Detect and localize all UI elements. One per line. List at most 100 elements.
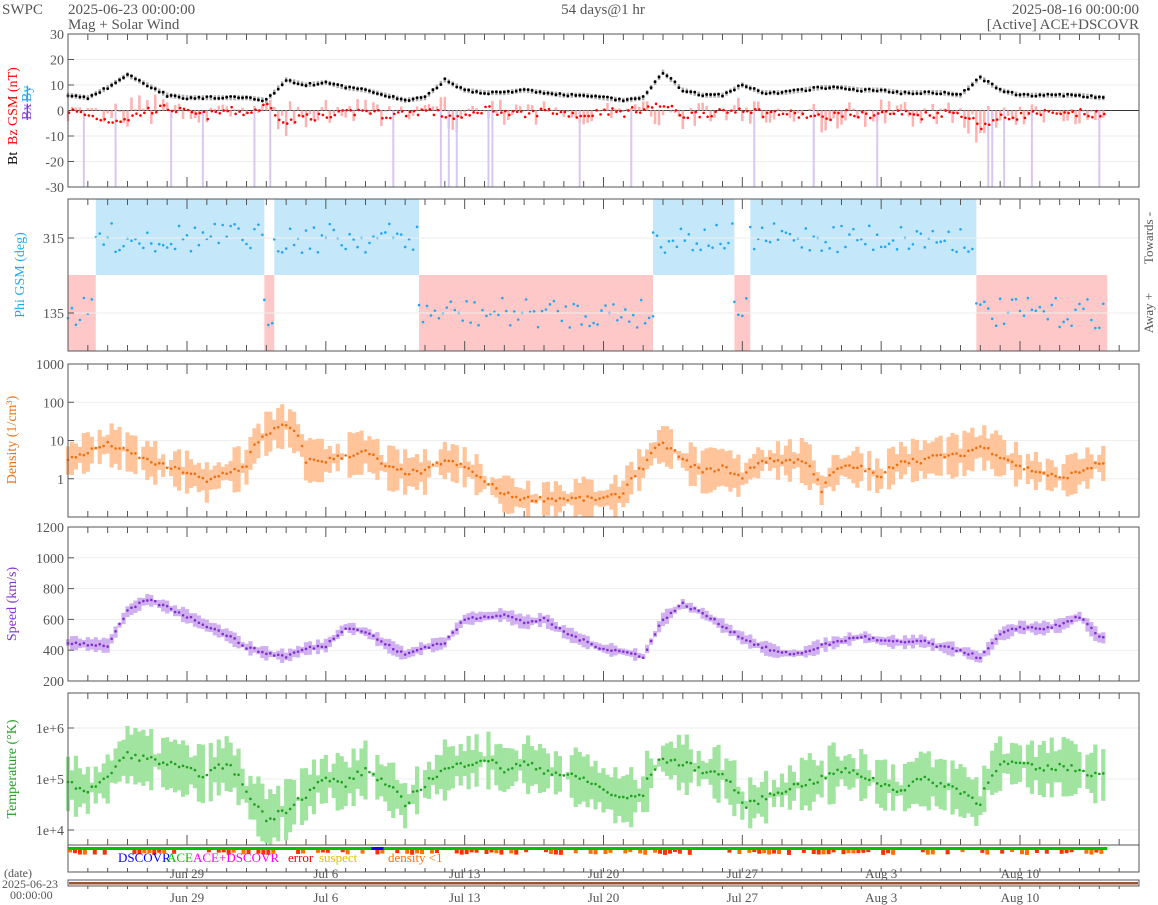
speed-point	[455, 628, 459, 631]
temperature-point	[86, 790, 90, 794]
speed-point	[399, 650, 403, 653]
bt-point	[316, 82, 320, 86]
phi-point	[1078, 302, 1081, 306]
temperature-point	[1078, 768, 1081, 772]
bt-point	[391, 95, 395, 98]
bz-point	[190, 110, 194, 114]
bt-point	[606, 95, 609, 99]
speed-point	[641, 656, 645, 660]
bz-point	[1063, 111, 1066, 114]
speed-point	[629, 652, 633, 655]
bt-point	[891, 91, 895, 94]
bz-point	[845, 108, 848, 112]
bz-point	[539, 107, 543, 111]
bt-point	[463, 88, 467, 92]
phi-point	[229, 224, 232, 228]
phi-point	[780, 229, 784, 233]
legend-suspect: suspect	[319, 850, 358, 865]
density-point	[606, 495, 609, 498]
speed-point	[713, 617, 716, 621]
speed-point	[86, 643, 90, 647]
bt-point	[336, 83, 340, 87]
bt-point	[300, 83, 304, 87]
density-point	[1022, 467, 1026, 471]
speed-point	[1098, 635, 1101, 638]
density-point	[439, 462, 443, 466]
phi-point	[270, 321, 274, 325]
density-point	[245, 465, 248, 468]
bz-point	[1067, 111, 1070, 115]
density-point	[153, 463, 157, 466]
density-point	[471, 470, 474, 474]
bt-point	[994, 86, 998, 90]
bt-point	[824, 87, 828, 91]
bt-point	[272, 91, 276, 95]
temperature-point	[467, 764, 470, 767]
temperature-point	[1082, 769, 1085, 773]
phi-point	[560, 319, 564, 323]
bz-point	[246, 111, 249, 115]
density-point	[328, 456, 332, 460]
speed-ytick-label: 400	[43, 644, 64, 659]
speed-point	[828, 643, 831, 647]
date-axis-label: Jul 6	[313, 866, 338, 881]
bz-point	[734, 111, 737, 114]
speed-point	[693, 607, 697, 610]
speed-point	[764, 645, 768, 649]
phi-point	[856, 238, 859, 242]
temperature-point	[673, 758, 677, 762]
speed-point	[316, 644, 320, 648]
speed-point	[380, 640, 383, 643]
phi-point	[651, 314, 655, 318]
density-point	[1074, 470, 1077, 474]
density-point	[871, 471, 875, 474]
start-time: 2025-06-23 00:00:00	[68, 2, 195, 18]
phi-point	[138, 242, 141, 245]
speed-point	[935, 645, 938, 649]
phi-point	[344, 247, 347, 251]
temperature-point	[193, 768, 197, 772]
temperature-point	[1050, 767, 1054, 771]
bz-point	[777, 113, 781, 117]
density-point	[812, 472, 816, 476]
speed-point	[875, 638, 879, 642]
phi-point	[923, 246, 927, 249]
speed-point	[419, 647, 423, 651]
quality-flag-mark	[296, 850, 301, 854]
temperature-point	[316, 780, 320, 784]
phi-point	[963, 246, 966, 250]
quality-flag-mark	[816, 850, 821, 855]
bt-point	[967, 87, 970, 91]
phi-point	[501, 296, 504, 300]
density-point	[713, 470, 716, 473]
date-axis-start-time: 00:00:00	[10, 888, 53, 902]
density-point	[130, 452, 133, 455]
phi-point	[1014, 297, 1018, 301]
density-point	[653, 446, 657, 450]
bt-point	[736, 84, 740, 88]
phi-point	[114, 250, 117, 254]
bz-point	[662, 105, 666, 108]
speed-point	[959, 648, 962, 652]
phi-point	[699, 248, 702, 252]
density-point	[542, 500, 546, 503]
density-ytick-label: 1000	[36, 358, 64, 373]
bt-point	[840, 86, 843, 90]
phi-point	[217, 241, 221, 245]
temperature-point	[1046, 764, 1050, 767]
speed-point	[554, 626, 558, 629]
speed-point	[185, 616, 189, 619]
density-point	[824, 481, 827, 484]
bz-point	[492, 110, 495, 113]
phi-point	[659, 245, 663, 249]
bz-point	[718, 107, 721, 111]
density-point	[907, 461, 911, 465]
bz-point	[424, 109, 428, 112]
bt-point	[554, 93, 558, 97]
speed-point	[748, 639, 752, 643]
bz-point	[952, 111, 955, 115]
date-axis-label: Aug 3	[865, 866, 897, 881]
temperature-point	[217, 763, 221, 766]
bz-point	[710, 114, 713, 118]
bt-point	[98, 91, 102, 94]
